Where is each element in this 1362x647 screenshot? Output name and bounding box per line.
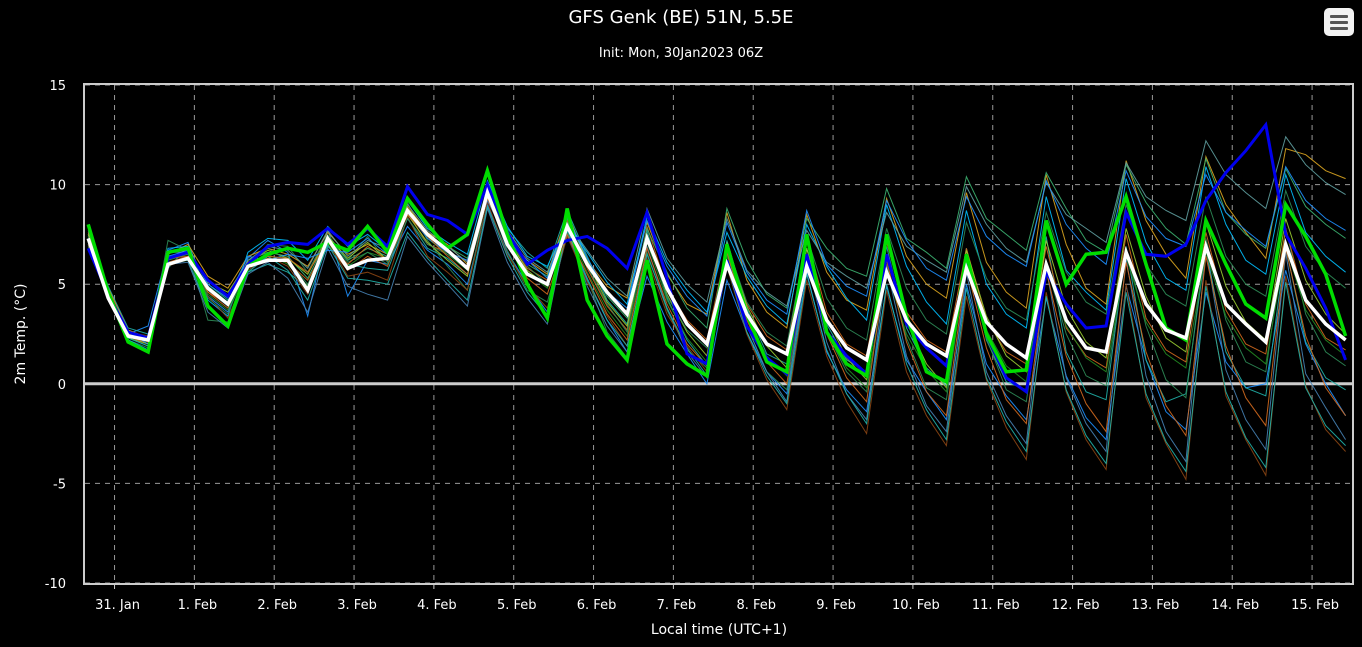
control-line (86, 164, 1348, 385)
hamburger-menu-icon[interactable] (1324, 8, 1354, 36)
x-tick-label: 2. Feb (257, 598, 297, 613)
x-tick-label: 9. Feb (816, 598, 856, 613)
y-axis-label: 2m Temp. (°C) (13, 284, 29, 385)
ensemble-member-line (87, 187, 1346, 369)
ensemble-member-line (87, 191, 1346, 389)
chart-subtitle: Init: Mon, 30Jan2023 06Z (599, 46, 763, 61)
chart-title: GFS Genk (BE) 51N, 5.5E (568, 7, 793, 28)
y-tick-label: -5 (53, 477, 66, 492)
x-tick-label: 11. Feb (972, 598, 1020, 613)
x-axis-label: Local time (UTC+1) (651, 622, 787, 638)
ensemble-mean-line (86, 186, 1347, 363)
ensemble-member-line (87, 135, 1346, 341)
x-tick-label: 12. Feb (1052, 598, 1100, 613)
x-tick-label: 1. Feb (178, 598, 218, 613)
x-tick-label: 10. Feb (892, 598, 940, 613)
x-tick-label: 14. Feb (1211, 598, 1259, 613)
axis-ticks: 31. Jan 1. Feb 2. Feb 3. Feb 4. Feb 5. Feb 6. … (45, 79, 1339, 613)
x-tick-label: 15. Feb (1291, 598, 1339, 613)
y-tick-label: 15 (49, 79, 66, 94)
ensemble-member-line (87, 202, 1347, 441)
grid (85, 84, 1352, 584)
x-tick-label: 7. Feb (657, 598, 697, 613)
x-tick-label: 3. Feb (337, 598, 377, 613)
x-tick-label: 31. Jan (95, 598, 140, 613)
y-tick-label: 5 (58, 278, 66, 293)
x-tick-label: 4. Feb (417, 598, 457, 613)
y-tick-label: 0 (58, 378, 66, 393)
x-tick-label: 13. Feb (1131, 598, 1179, 613)
x-tick-label: 5. Feb (497, 598, 537, 613)
ensemble-member-line (87, 148, 1346, 339)
y-tick-label: -10 (45, 577, 66, 592)
y-tick-label: 10 (49, 179, 66, 194)
series-layer (86, 121, 1348, 482)
x-tick-label: 8. Feb (736, 598, 776, 613)
x-tick-label: 6. Feb (577, 598, 617, 613)
plot-frame (83, 83, 1354, 585)
ensemble-member-line (87, 165, 1346, 345)
